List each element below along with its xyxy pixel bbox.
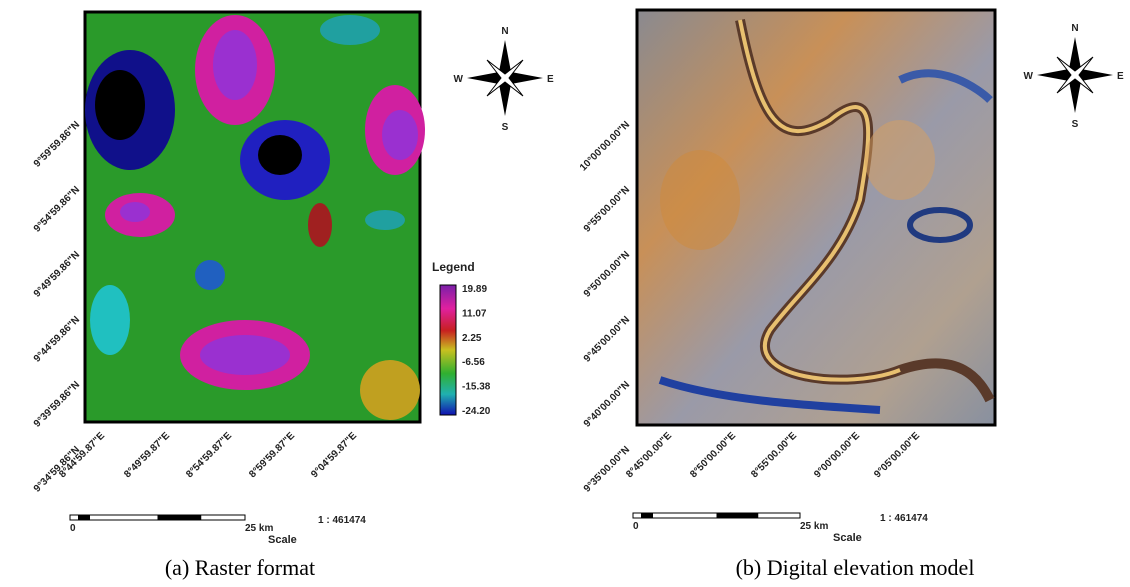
- raster-map: [83, 10, 425, 424]
- scale-label: Scale: [268, 534, 297, 546]
- compass-n: N: [501, 26, 508, 37]
- compass-rose: [486, 59, 524, 97]
- dem-map: [635, 8, 997, 427]
- scale-start: 0: [70, 523, 76, 534]
- legend-value: 2.25: [462, 333, 482, 344]
- compass-s: S: [502, 122, 509, 133]
- latitude-label: 10°00'00.00"N: [578, 119, 632, 173]
- latitude-label: 9°49'59.86"N: [32, 249, 82, 299]
- longitude-label: 8°49'59.87"E: [122, 430, 172, 480]
- scale-end: 25 km: [245, 523, 273, 534]
- color-bar: [439, 284, 457, 416]
- compass-rose: [1056, 56, 1094, 94]
- legend-title: Legend: [432, 260, 475, 274]
- compass-e: E: [547, 74, 554, 85]
- latitude-label: 9°35'00.00"N: [582, 444, 632, 494]
- legend-value: 19.89: [462, 284, 487, 295]
- compass-w: W: [454, 74, 464, 85]
- scale-end: 25 km: [800, 521, 828, 532]
- longitude-label: 9°00'00.00"E: [812, 430, 862, 480]
- latitude-label: 9°39'59.86"N: [32, 379, 82, 429]
- scale-bar: [157, 515, 202, 520]
- scale-label: Scale: [833, 532, 862, 544]
- latitude-label: 9°59'59.86"N: [32, 119, 82, 169]
- caption: (a) Raster format: [165, 555, 315, 580]
- longitude-label: 8°55'00.00"E: [749, 430, 799, 480]
- scale-bar: [641, 513, 653, 518]
- scale-bar: [716, 513, 759, 518]
- longitude-label: 8°50'00.00"E: [688, 430, 738, 480]
- longitude-label: 9°05'00.00"E: [872, 430, 922, 480]
- scale-ratio: 1 : 461474: [318, 515, 366, 526]
- longitude-label: 8°59'59.87"E: [247, 430, 297, 480]
- caption: (b) Digital elevation model: [736, 555, 975, 580]
- legend-value: 11.07: [462, 308, 487, 319]
- latitude-label: 9°50'00.00"N: [582, 249, 632, 299]
- legend-value: -6.56: [462, 357, 485, 368]
- latitude-label: 9°54'59.86"N: [32, 184, 82, 234]
- latitude-label: 9°40'00.00"N: [582, 379, 632, 429]
- longitude-label: 8°54'59.87"E: [184, 430, 234, 480]
- compass-s: S: [1072, 119, 1079, 130]
- longitude-label: 9°04'59.87"E: [309, 430, 359, 480]
- scale-ratio: 1 : 461474: [880, 513, 928, 524]
- latitude-label: 9°55'00.00"N: [582, 184, 632, 234]
- scale-start: 0: [633, 521, 639, 532]
- scale-bar: [78, 515, 90, 520]
- legend-value: -24.20: [462, 406, 491, 417]
- longitude-label: 8°45'00.00"E: [624, 430, 674, 480]
- compass-n: N: [1071, 23, 1078, 34]
- compass-e: E: [1117, 71, 1124, 82]
- legend-value: -15.38: [462, 382, 491, 393]
- latitude-label: 9°45'00.00"N: [582, 314, 632, 364]
- compass-w: W: [1024, 71, 1034, 82]
- latitude-label: 9°44'59.86"N: [32, 314, 82, 364]
